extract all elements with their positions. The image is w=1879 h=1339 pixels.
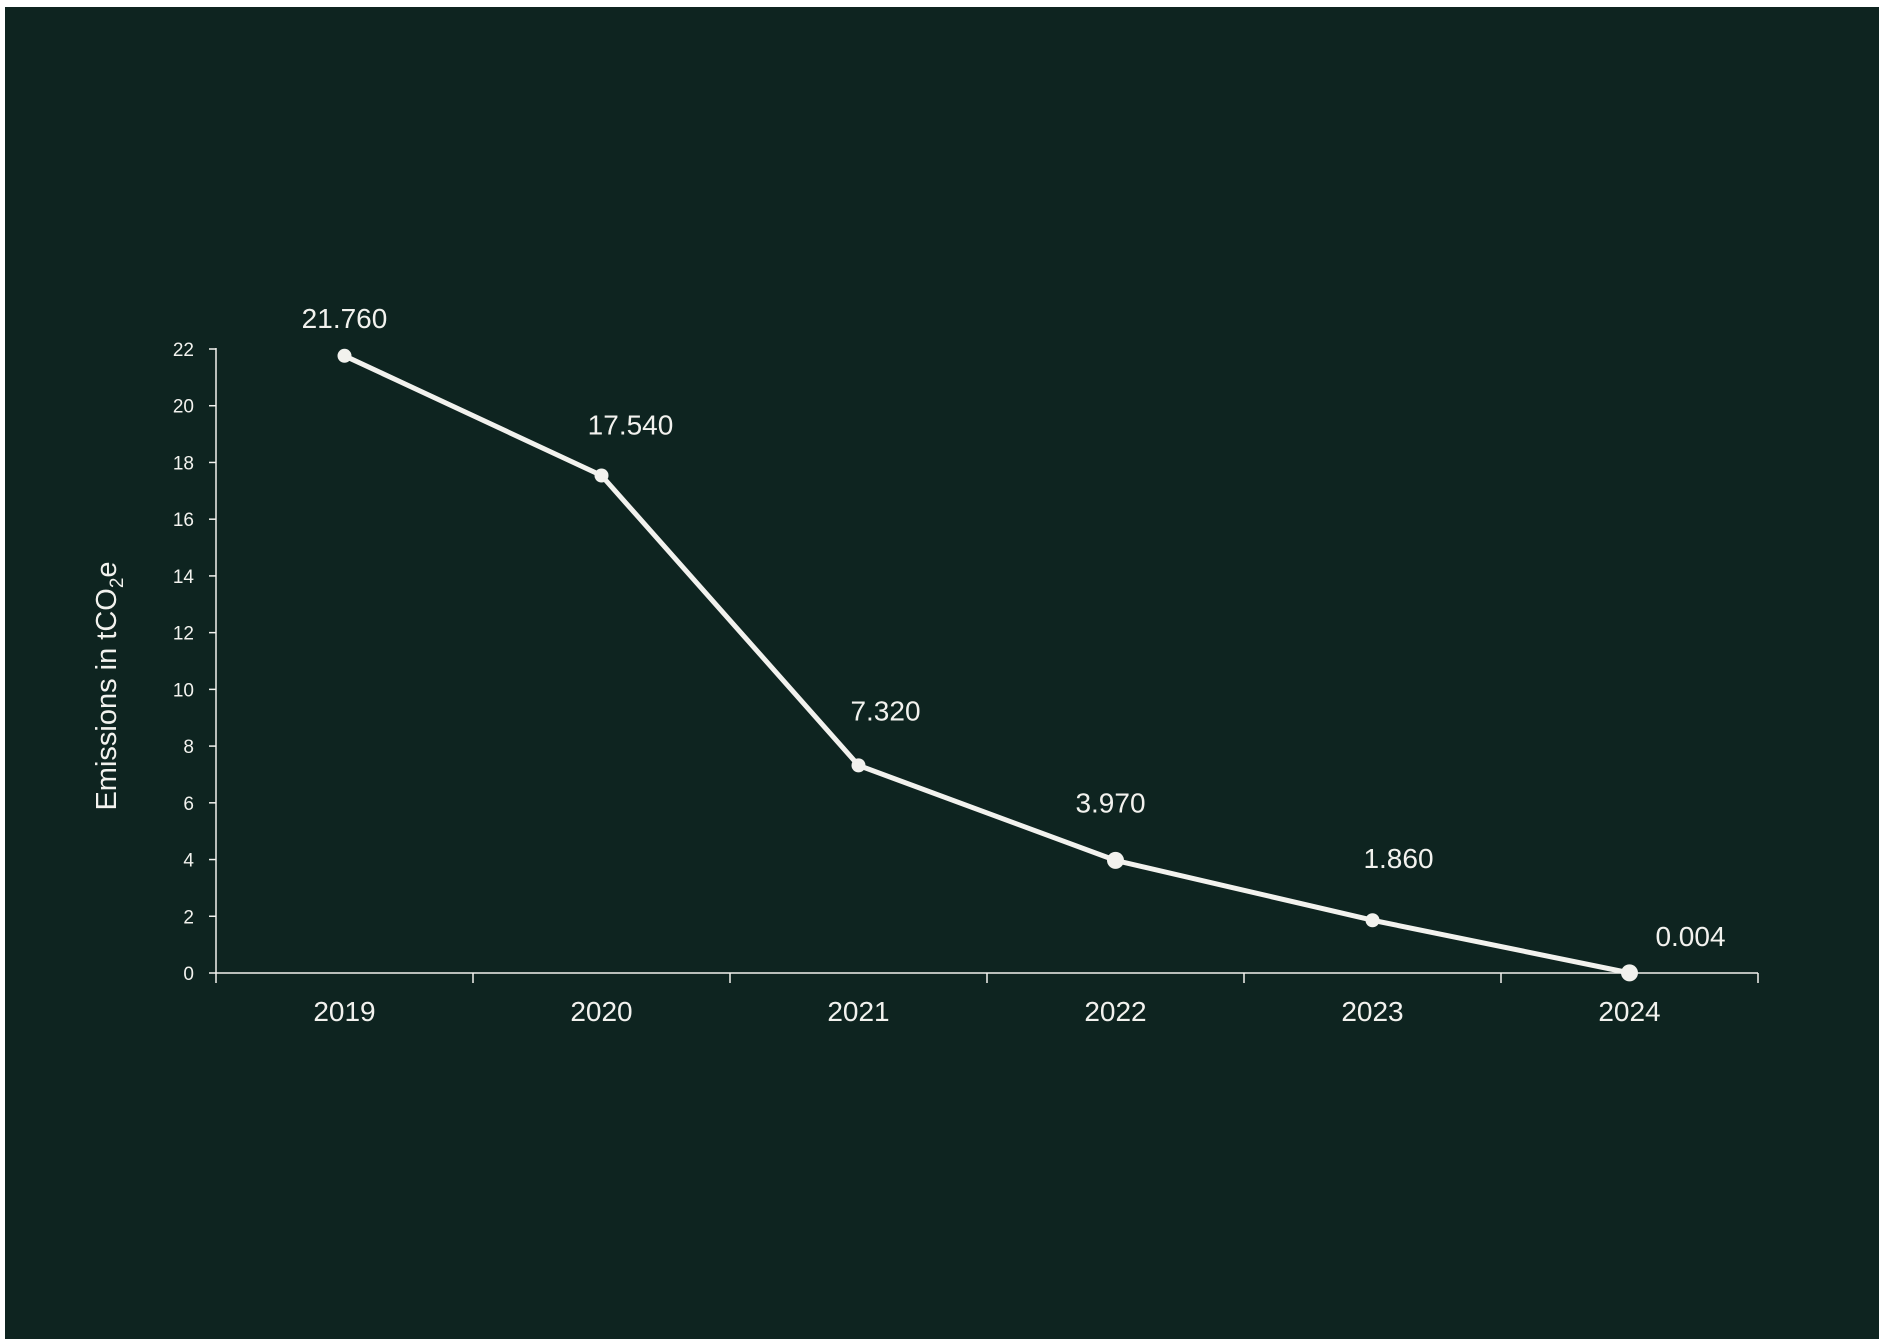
x-tick-label: 2021	[827, 996, 889, 1027]
data-labels: 21.760 17.540 7.320 3.970 1.860 0.004	[302, 303, 1726, 952]
x-tick-label: 2019	[313, 996, 375, 1027]
x-tick-label: 2020	[570, 996, 632, 1027]
data-label: 17.540	[588, 410, 674, 441]
data-label: 7.320	[850, 695, 920, 726]
series-layer	[337, 348, 1638, 982]
data-label: 1.860	[1363, 843, 1433, 874]
series-line	[342, 353, 1632, 976]
y-tick-label: 14	[173, 567, 195, 588]
y-tick-label: 22	[173, 340, 194, 361]
y-axis-title-subscript: 2	[107, 578, 128, 589]
y-tick-label: 4	[183, 851, 194, 872]
data-point	[1621, 964, 1638, 982]
x-tick-label: 2023	[1341, 996, 1403, 1027]
data-label: 0.004	[1655, 921, 1725, 952]
data-label: 3.970	[1075, 787, 1145, 818]
data-point	[1107, 851, 1124, 869]
y-axis-title-suffix: e	[91, 561, 123, 577]
data-label: 21.760	[302, 303, 388, 334]
chart-panel	[5, 7, 1879, 1339]
y-tick-label: 8	[183, 737, 194, 758]
data-point	[337, 348, 352, 363]
x-axis: 2019 2020 2021 2022 2023 2024	[215, 972, 1759, 1027]
y-tick-label: 18	[173, 453, 194, 474]
y-tick-label: 2	[183, 907, 194, 928]
y-tick-label: 10	[173, 680, 194, 701]
y-tick-label: 6	[183, 794, 194, 815]
y-axis-title: Emissions in tCO2e	[91, 561, 128, 810]
y-axis: 0 2 4 6 8 10 12 14 16 18 20 22	[173, 340, 217, 985]
y-axis-title-text: Emissions in tCO	[91, 588, 123, 810]
y-tick-label: 12	[173, 624, 194, 645]
data-point	[1365, 913, 1380, 928]
y-tick-label: 20	[173, 397, 194, 418]
x-tick-label: 2022	[1084, 996, 1146, 1027]
x-tick-label: 2024	[1598, 996, 1660, 1027]
y-tick-label: 16	[173, 510, 194, 531]
y-tick-label: 0	[183, 964, 194, 985]
data-point	[594, 468, 609, 483]
data-point	[851, 758, 866, 773]
